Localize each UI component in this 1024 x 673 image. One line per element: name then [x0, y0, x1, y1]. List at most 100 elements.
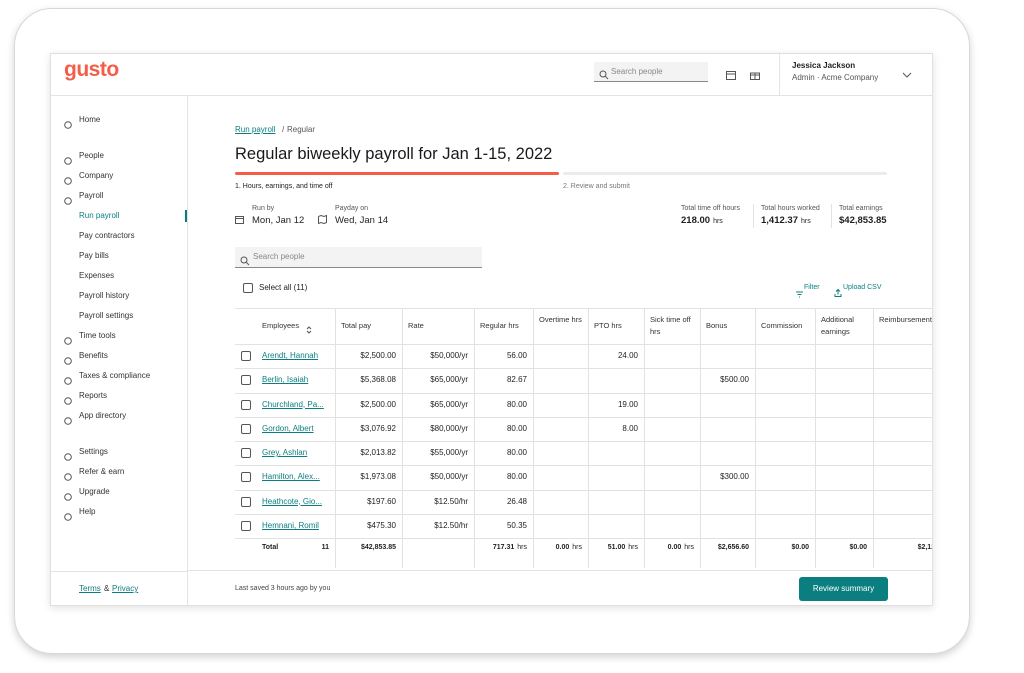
nav-item[interactable]: App directory [79, 411, 127, 420]
employee-link[interactable]: Berlin, Isaiah [262, 375, 309, 385]
column-line [402, 308, 403, 568]
employee-link[interactable]: Churchland, Pa... [262, 399, 324, 409]
total-unit: hrs [713, 218, 723, 225]
column-line [873, 308, 874, 568]
row-checkbox[interactable] [241, 520, 251, 531]
column-line [335, 308, 336, 568]
nav-item[interactable]: Payroll [79, 191, 104, 200]
cell: 82.67 [506, 375, 527, 385]
upload-button[interactable]: Upload CSV [843, 284, 882, 291]
nav-item[interactable]: Refer & earn [79, 467, 125, 476]
nav-item[interactable]: Settings [79, 447, 108, 456]
total-unit: hrs [517, 544, 527, 551]
column-line [474, 308, 475, 568]
nav-icon [64, 352, 72, 365]
total-cell: $0.00 [791, 544, 809, 551]
cell: $2,500.00 [360, 399, 396, 409]
nav-icon [64, 448, 72, 461]
payday-label: Payday on [335, 205, 369, 212]
total-cell: 0.00 hrs [555, 544, 582, 551]
filter-icon [796, 285, 803, 298]
employee-link[interactable]: Heathcote, Gio... [262, 496, 323, 506]
cell: $2,500.00 [360, 351, 396, 360]
upload-icon [834, 284, 842, 297]
run-by-label: Run by [252, 205, 275, 212]
nav-item[interactable]: Time tools [79, 331, 116, 340]
nav-icon [64, 116, 72, 129]
employee-link[interactable]: Hamilton, Alex... [262, 472, 320, 482]
nav-item[interactable]: Help [79, 507, 96, 516]
user-name[interactable]: Jessica Jackson [792, 61, 856, 70]
filter-button[interactable]: Filter [804, 284, 820, 291]
nav-active-indicator [185, 210, 187, 222]
column-line [755, 308, 756, 568]
last-saved: Last saved 3 hours ago by you [235, 585, 331, 592]
column-header[interactable]: Employees [262, 321, 300, 330]
row-checkbox[interactable] [241, 496, 251, 507]
nav-icon [64, 172, 72, 185]
header-divider [779, 54, 780, 95]
terms-link[interactable]: Terms [79, 584, 101, 593]
nav-subitem[interactable]: Payroll settings [79, 311, 134, 320]
row-line [235, 368, 932, 370]
chevron-icon[interactable] [902, 67, 912, 78]
cell: 26.48 [506, 496, 527, 506]
total-cell: $2,656.60 [717, 544, 749, 551]
calendar-icon[interactable] [726, 67, 736, 80]
column-header: Rate [408, 321, 424, 330]
row-line [235, 416, 932, 418]
nav-item[interactable]: Taxes & compliance [79, 371, 151, 380]
row-checkbox[interactable] [241, 375, 251, 386]
header-bottom-line [235, 344, 932, 345]
search-box[interactable] [235, 247, 482, 268]
nav-item[interactable]: Company [79, 171, 114, 180]
logo[interactable]: gusto [64, 58, 119, 81]
cell: 19.00 [617, 399, 638, 409]
row-line [235, 392, 932, 394]
nav-item[interactable]: Reports [79, 391, 108, 400]
nav-subitem[interactable]: Pay contractors [79, 231, 135, 240]
row-checkbox[interactable] [241, 351, 251, 361]
nav-item[interactable]: Upgrade [79, 487, 110, 496]
nav-icon [64, 332, 72, 345]
step-label: 1. Hours, earnings, and time off [235, 183, 333, 190]
total-unit: hrs [628, 544, 638, 551]
nav-item[interactable]: People [79, 151, 104, 160]
nav-subitem[interactable]: Payroll history [79, 291, 130, 300]
cell: 80.00 [506, 399, 527, 409]
header-search[interactable] [594, 62, 708, 82]
row-checkbox[interactable] [241, 448, 251, 458]
employee-link[interactable]: Hemnani, Romil [262, 520, 319, 530]
row-checkbox[interactable] [241, 472, 251, 483]
progress-done [235, 172, 559, 175]
progress-todo [563, 172, 887, 175]
total-cell: $2,123 [917, 544, 932, 551]
nav-subitem[interactable]: Pay bills [79, 251, 109, 260]
row-checkbox[interactable] [241, 423, 251, 434]
review-button[interactable]: Review summary [799, 577, 888, 601]
breadcrumb-link[interactable]: Run payroll [235, 125, 276, 134]
employee-link[interactable]: Arendt, Hannah [262, 351, 319, 360]
nav-icon [64, 488, 72, 501]
nav-item[interactable]: Benefits [79, 351, 108, 360]
cell: $197.60 [367, 496, 396, 506]
search-placeholder: Search people [253, 252, 305, 261]
nav-item[interactable]: Home [79, 115, 101, 124]
employee-link[interactable]: Grey, Ashlan [262, 448, 308, 457]
gift-icon[interactable] [750, 67, 760, 80]
column-header: Commission [761, 321, 803, 330]
payday-value: Wed, Jan 14 [335, 215, 389, 226]
nav-subitem[interactable]: Run payroll [79, 211, 120, 220]
total-divider [753, 204, 754, 228]
nav-subitem[interactable]: Expenses [79, 271, 115, 280]
privacy-link[interactable]: Privacy [112, 584, 139, 593]
select-all-checkbox[interactable] [243, 283, 253, 293]
breadcrumb-sep: / [282, 125, 285, 134]
employee-link[interactable]: Gordon, Albert [262, 423, 314, 433]
cell: $1,973.08 [360, 472, 396, 482]
row-checkbox[interactable] [241, 399, 251, 410]
column-line [815, 308, 816, 568]
nav-icon [64, 508, 72, 521]
nav-icon [64, 468, 72, 481]
total-cell: $0.00 [849, 544, 867, 551]
